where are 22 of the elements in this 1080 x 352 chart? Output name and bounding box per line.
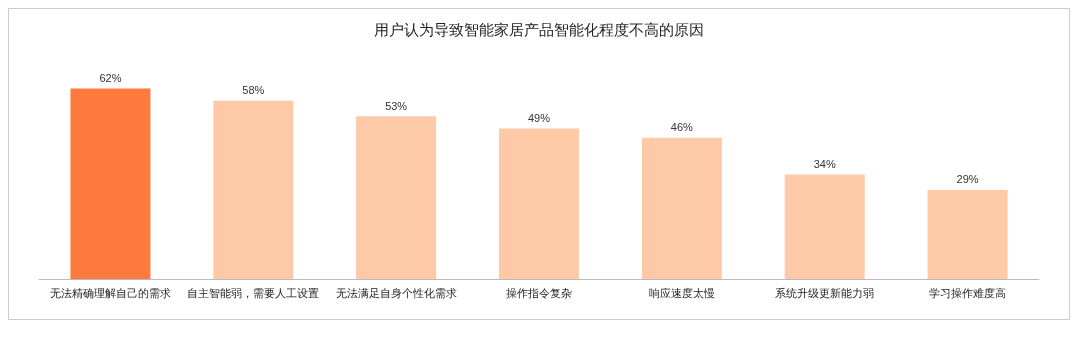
x-tick-label: 操作指令复杂 [506,286,572,299]
data-label: 29% [956,173,979,186]
data-label: 53% [385,99,408,112]
x-tick-label: 无法精确理解自己的需求 [49,286,171,299]
data-label: 46% [670,121,694,134]
x-tick-label: 学习操作难度高 [929,286,1007,299]
x-tick-label: 无法满足自身个性化需求 [335,286,457,299]
data-label: 34% [813,158,836,171]
data-label: 49% [527,112,551,124]
x-tick-label: 响应速度太慢 [648,286,715,299]
bar [356,116,437,279]
bar [70,88,151,279]
bar [213,100,294,279]
bar [641,137,722,279]
data-label: 58% [242,84,265,97]
chart-title: 用户认为导致智能家居产品智能化程度不高的原因 [374,21,704,38]
x-tick-label: 系统升级更新能力弱 [775,286,875,299]
bar [927,189,1008,279]
data-label: 62% [99,72,122,85]
x-tick-label: 自主智能弱，需要人工设置 [187,286,320,299]
bar [784,174,865,279]
bar [499,128,579,279]
